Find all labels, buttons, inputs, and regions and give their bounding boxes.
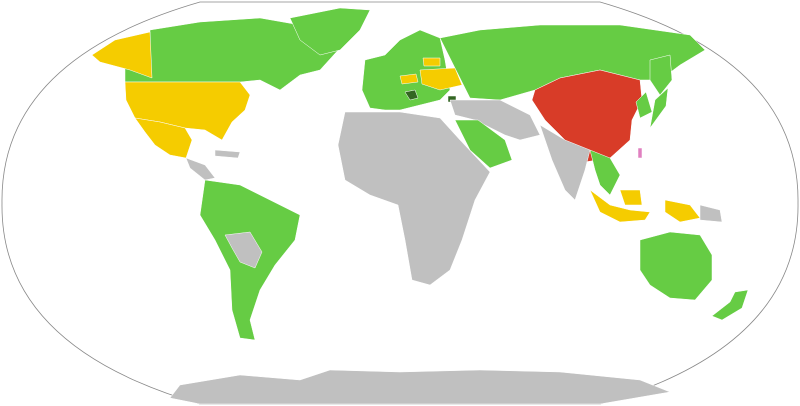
region-india (539, 124, 591, 201)
region-southeast-asia (589, 87, 669, 196)
region-new-zealand (711, 289, 749, 321)
region-africa (337, 111, 491, 286)
region-saudi-arabia (454, 119, 513, 169)
region-bolivia-paraguay (224, 231, 263, 269)
region-japan-korea (649, 54, 673, 96)
region-alaska (91, 31, 153, 79)
region-czechia (399, 73, 419, 85)
region-china (531, 69, 643, 163)
region-belarus-lithuania (422, 57, 441, 67)
region-ukraine (419, 67, 463, 91)
region-papua (699, 204, 723, 223)
region-usa (124, 81, 251, 141)
region-central-america (185, 149, 241, 181)
region-europe (361, 29, 451, 111)
region-middle-east (449, 99, 541, 141)
region-indonesia (589, 189, 701, 223)
region-greenland (289, 7, 371, 56)
region-antarctica (169, 369, 671, 405)
region-australia (639, 231, 713, 301)
region-taiwan (637, 147, 643, 159)
